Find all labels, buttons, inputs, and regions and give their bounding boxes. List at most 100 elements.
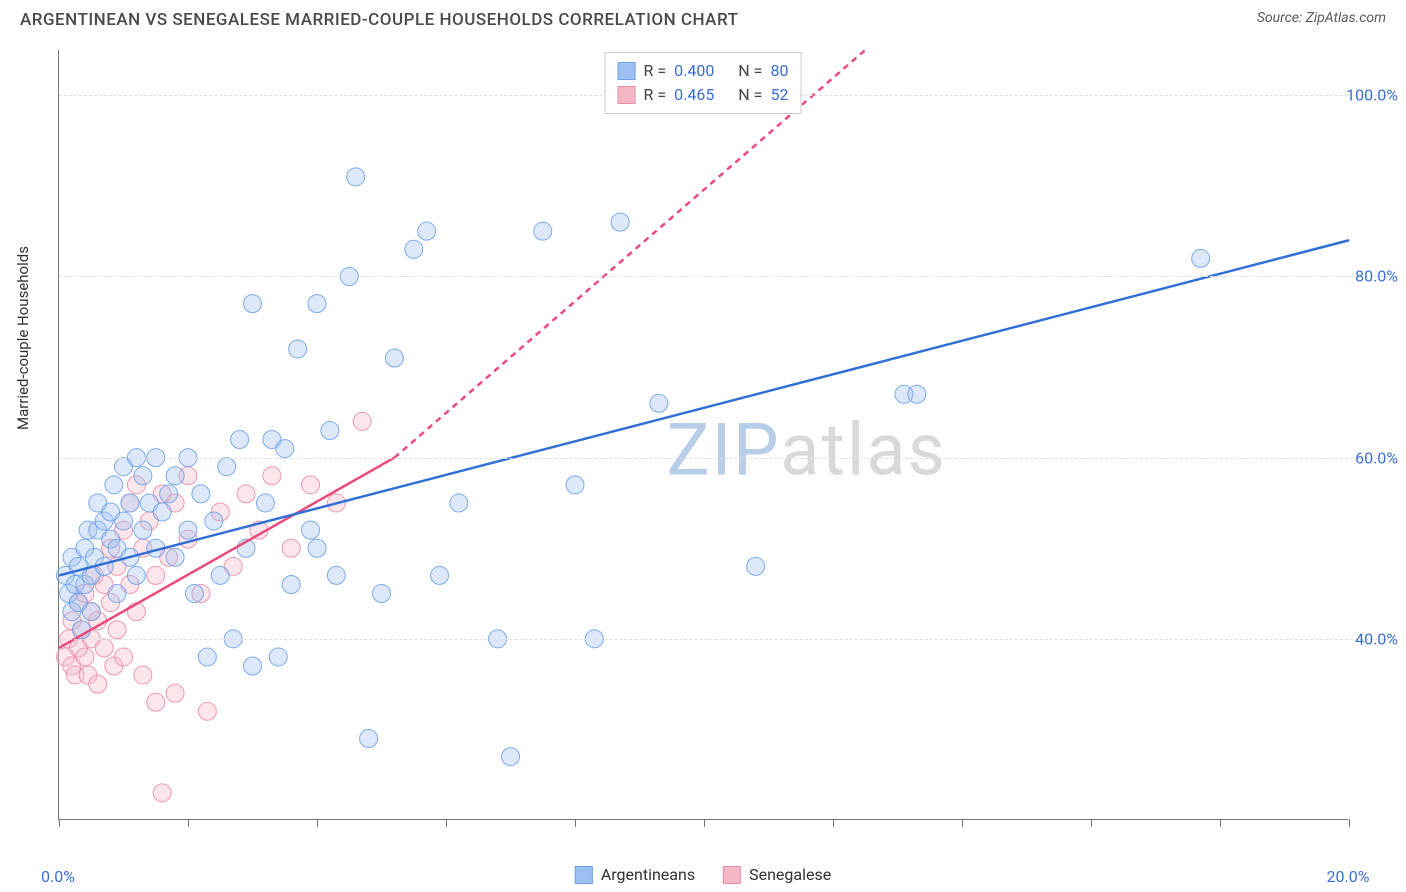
- legend-item-senegalese: Senegalese: [723, 865, 831, 884]
- scatter-point-argentineans: [127, 566, 145, 584]
- scatter-point-senegalese: [353, 412, 371, 430]
- scatter-point-argentineans: [166, 548, 184, 566]
- scatter-point-argentineans: [166, 467, 184, 485]
- scatter-point-argentineans: [211, 566, 229, 584]
- scatter-point-argentineans: [308, 295, 326, 313]
- x-tick: [188, 819, 189, 827]
- scatter-point-argentineans: [198, 648, 216, 666]
- legend-item-argentineans: Argentineans: [575, 865, 695, 884]
- stats-r-label: R =: [644, 59, 667, 83]
- legend-label-senegalese: Senegalese: [749, 865, 831, 884]
- scatter-point-argentineans: [153, 503, 171, 521]
- scatter-point-senegalese: [76, 648, 94, 666]
- stats-legend: R = 0.400 N = 80 R = 0.465 N = 52: [605, 52, 802, 114]
- swatch-argentineans: [618, 62, 636, 80]
- scatter-point-argentineans: [302, 521, 320, 539]
- gridline-horizontal: [59, 276, 1388, 277]
- trend-line-argentineans: [59, 240, 1349, 575]
- stats-n-arg: 80: [770, 59, 788, 83]
- stats-n-sen: 52: [770, 83, 788, 107]
- x-tick: [704, 819, 705, 827]
- scatter-point-argentineans: [385, 349, 403, 367]
- scatter-point-argentineans: [534, 222, 552, 240]
- scatter-point-argentineans: [134, 521, 152, 539]
- scatter-point-argentineans: [218, 458, 236, 476]
- y-axis-label: Married-couple Households: [14, 246, 32, 430]
- scatter-point-senegalese: [108, 621, 126, 639]
- scatter-point-senegalese: [282, 539, 300, 557]
- scatter-point-argentineans: [566, 476, 584, 494]
- y-tick-label: 60.0%: [1355, 448, 1398, 467]
- swatch-senegalese: [723, 866, 741, 884]
- scatter-point-senegalese: [263, 467, 281, 485]
- scatter-point-argentineans: [1192, 249, 1210, 267]
- scatter-point-argentineans: [105, 476, 123, 494]
- scatter-point-argentineans: [308, 539, 326, 557]
- x-tick: [1220, 819, 1221, 827]
- scatter-point-argentineans: [244, 295, 262, 313]
- scatter-point-senegalese: [147, 566, 165, 584]
- scatter-point-argentineans: [327, 566, 345, 584]
- y-tick-label: 40.0%: [1355, 629, 1398, 648]
- stats-row-argentineans: R = 0.400 N = 80: [618, 59, 789, 83]
- x-tick: [317, 819, 318, 827]
- scatter-point-argentineans: [321, 421, 339, 439]
- scatter-point-argentineans: [373, 585, 391, 603]
- scatter-point-argentineans: [502, 748, 520, 766]
- scatter-point-argentineans: [205, 512, 223, 530]
- scatter-point-argentineans: [192, 485, 210, 503]
- scatter-point-argentineans: [908, 385, 926, 403]
- scatter-point-argentineans: [185, 585, 203, 603]
- scatter-point-argentineans: [405, 240, 423, 258]
- x-tick-label: 0.0%: [41, 867, 75, 886]
- scatter-point-argentineans: [108, 585, 126, 603]
- stats-r-label: R =: [644, 83, 667, 107]
- scatter-point-senegalese: [237, 485, 255, 503]
- scatter-point-argentineans: [134, 467, 152, 485]
- scatter-point-argentineans: [289, 340, 307, 358]
- legend-label-argentineans: Argentineans: [601, 865, 695, 884]
- swatch-senegalese: [618, 86, 636, 104]
- chart-plot-area: ZIPatlas: [58, 50, 1348, 820]
- scatter-point-argentineans: [747, 557, 765, 575]
- gridline-horizontal: [59, 639, 1388, 640]
- x-tick: [575, 819, 576, 827]
- scatter-point-senegalese: [198, 702, 216, 720]
- scatter-point-senegalese: [153, 784, 171, 802]
- scatter-point-senegalese: [166, 684, 184, 702]
- scatter-point-argentineans: [450, 494, 468, 512]
- scatter-point-senegalese: [115, 648, 133, 666]
- x-tick: [1091, 819, 1092, 827]
- x-tick: [59, 819, 60, 827]
- scatter-point-argentineans: [360, 729, 378, 747]
- source-attribution: Source: ZipAtlas.com: [1257, 10, 1386, 26]
- scatter-point-argentineans: [269, 648, 287, 666]
- source-name: ZipAtlas.com: [1306, 10, 1386, 26]
- chart-title: ARGENTINEAN VS SENEGALESE MARRIED-COUPLE…: [20, 10, 738, 30]
- x-tick: [1349, 819, 1350, 827]
- scatter-point-senegalese: [302, 476, 320, 494]
- scatter-point-senegalese: [147, 693, 165, 711]
- scatter-point-senegalese: [95, 639, 113, 657]
- scatter-point-argentineans: [231, 431, 249, 449]
- x-tick-label: 20.0%: [1327, 867, 1370, 886]
- scatter-point-argentineans: [179, 521, 197, 539]
- scatter-point-senegalese: [134, 666, 152, 684]
- scatter-point-argentineans: [282, 575, 300, 593]
- stats-n-label: N =: [738, 59, 762, 83]
- x-tick: [446, 819, 447, 827]
- source-label: Source:: [1257, 10, 1302, 26]
- scatter-point-senegalese: [89, 675, 107, 693]
- scatter-point-argentineans: [650, 394, 668, 412]
- scatter-point-argentineans: [418, 222, 436, 240]
- stats-n-label: N =: [738, 83, 762, 107]
- stats-r-sen: 0.465: [674, 83, 714, 107]
- x-tick: [962, 819, 963, 827]
- scatter-point-argentineans: [431, 566, 449, 584]
- gridline-horizontal: [59, 458, 1388, 459]
- swatch-argentineans: [575, 866, 593, 884]
- scatter-point-argentineans: [276, 440, 294, 458]
- x-tick: [833, 819, 834, 827]
- scatter-point-argentineans: [347, 168, 365, 186]
- scatter-point-argentineans: [160, 485, 178, 503]
